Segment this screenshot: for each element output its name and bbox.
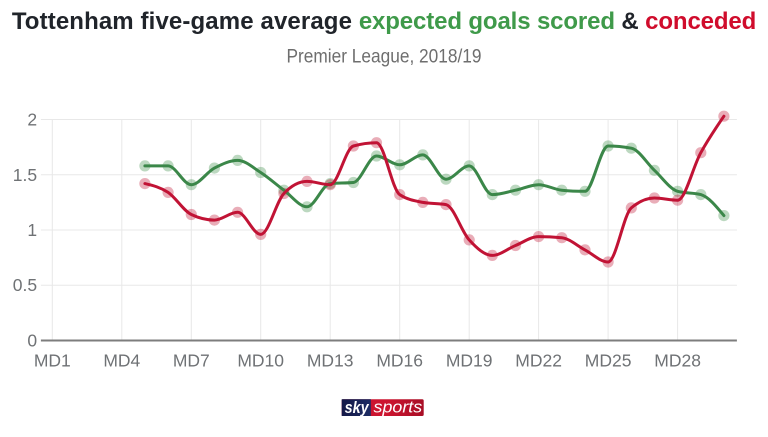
svg-text:MD7: MD7 — [173, 351, 210, 371]
svg-text:Tottenham five-game average ex: Tottenham five-game average expected goa… — [12, 8, 756, 35]
svg-text:MD16: MD16 — [376, 351, 423, 371]
svg-text:2: 2 — [27, 110, 37, 130]
svg-text:MD25: MD25 — [585, 351, 632, 371]
svg-text:Premier League, 2018/19: Premier League, 2018/19 — [286, 46, 481, 67]
svg-text:sky: sky — [345, 398, 370, 417]
svg-text:MD28: MD28 — [654, 351, 701, 371]
svg-text:MD13: MD13 — [307, 351, 354, 371]
svg-text:MD4: MD4 — [103, 351, 140, 371]
svg-text:0: 0 — [27, 331, 37, 351]
svg-text:MD1: MD1 — [34, 351, 71, 371]
svg-text:1: 1 — [27, 220, 37, 240]
svg-text:MD22: MD22 — [515, 351, 562, 371]
svg-text:1.5: 1.5 — [13, 165, 37, 185]
svg-text:MD10: MD10 — [237, 351, 284, 371]
svg-text:MD19: MD19 — [446, 351, 493, 371]
svg-text:0.5: 0.5 — [13, 275, 37, 295]
svg-text:sports: sports — [374, 399, 423, 417]
